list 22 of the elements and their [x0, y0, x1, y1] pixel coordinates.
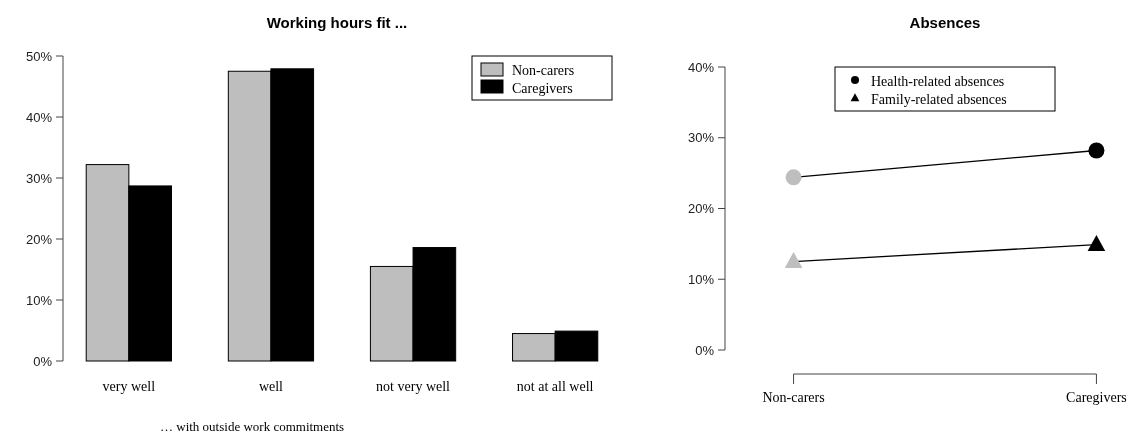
y-tick-label: 10% — [687, 271, 715, 287]
x-tick-label: very well — [102, 379, 156, 394]
y-tick-label: 20% — [25, 231, 53, 247]
y-tick-label: 40% — [25, 109, 53, 125]
y-tick-label: 40% — [687, 59, 715, 75]
x-tick-label: not very well — [376, 379, 451, 394]
y-tick-label: 30% — [687, 130, 715, 146]
chart-title: Absences — [909, 14, 981, 31]
y-tick-label: 20% — [687, 201, 715, 217]
y-tick-label: 0% — [695, 342, 715, 358]
y-tick-label: 10% — [25, 292, 53, 308]
x-tick-label: not at all well — [516, 379, 594, 394]
legend-label: Non-carers — [512, 62, 575, 78]
y-tick-label: 0% — [33, 353, 53, 369]
x-tick-label: well — [258, 379, 284, 394]
legend-label: Caregivers — [512, 80, 573, 96]
legend-label: Health-related absences — [871, 73, 1005, 89]
chart-title: Working hours fit ... — [266, 14, 408, 31]
legend-label: Family-related absences — [871, 91, 1007, 107]
x-axis-title: … with outside work commitments — [160, 419, 345, 434]
y-tick-label: 30% — [25, 170, 53, 186]
y-tick-label: 50% — [25, 48, 53, 64]
